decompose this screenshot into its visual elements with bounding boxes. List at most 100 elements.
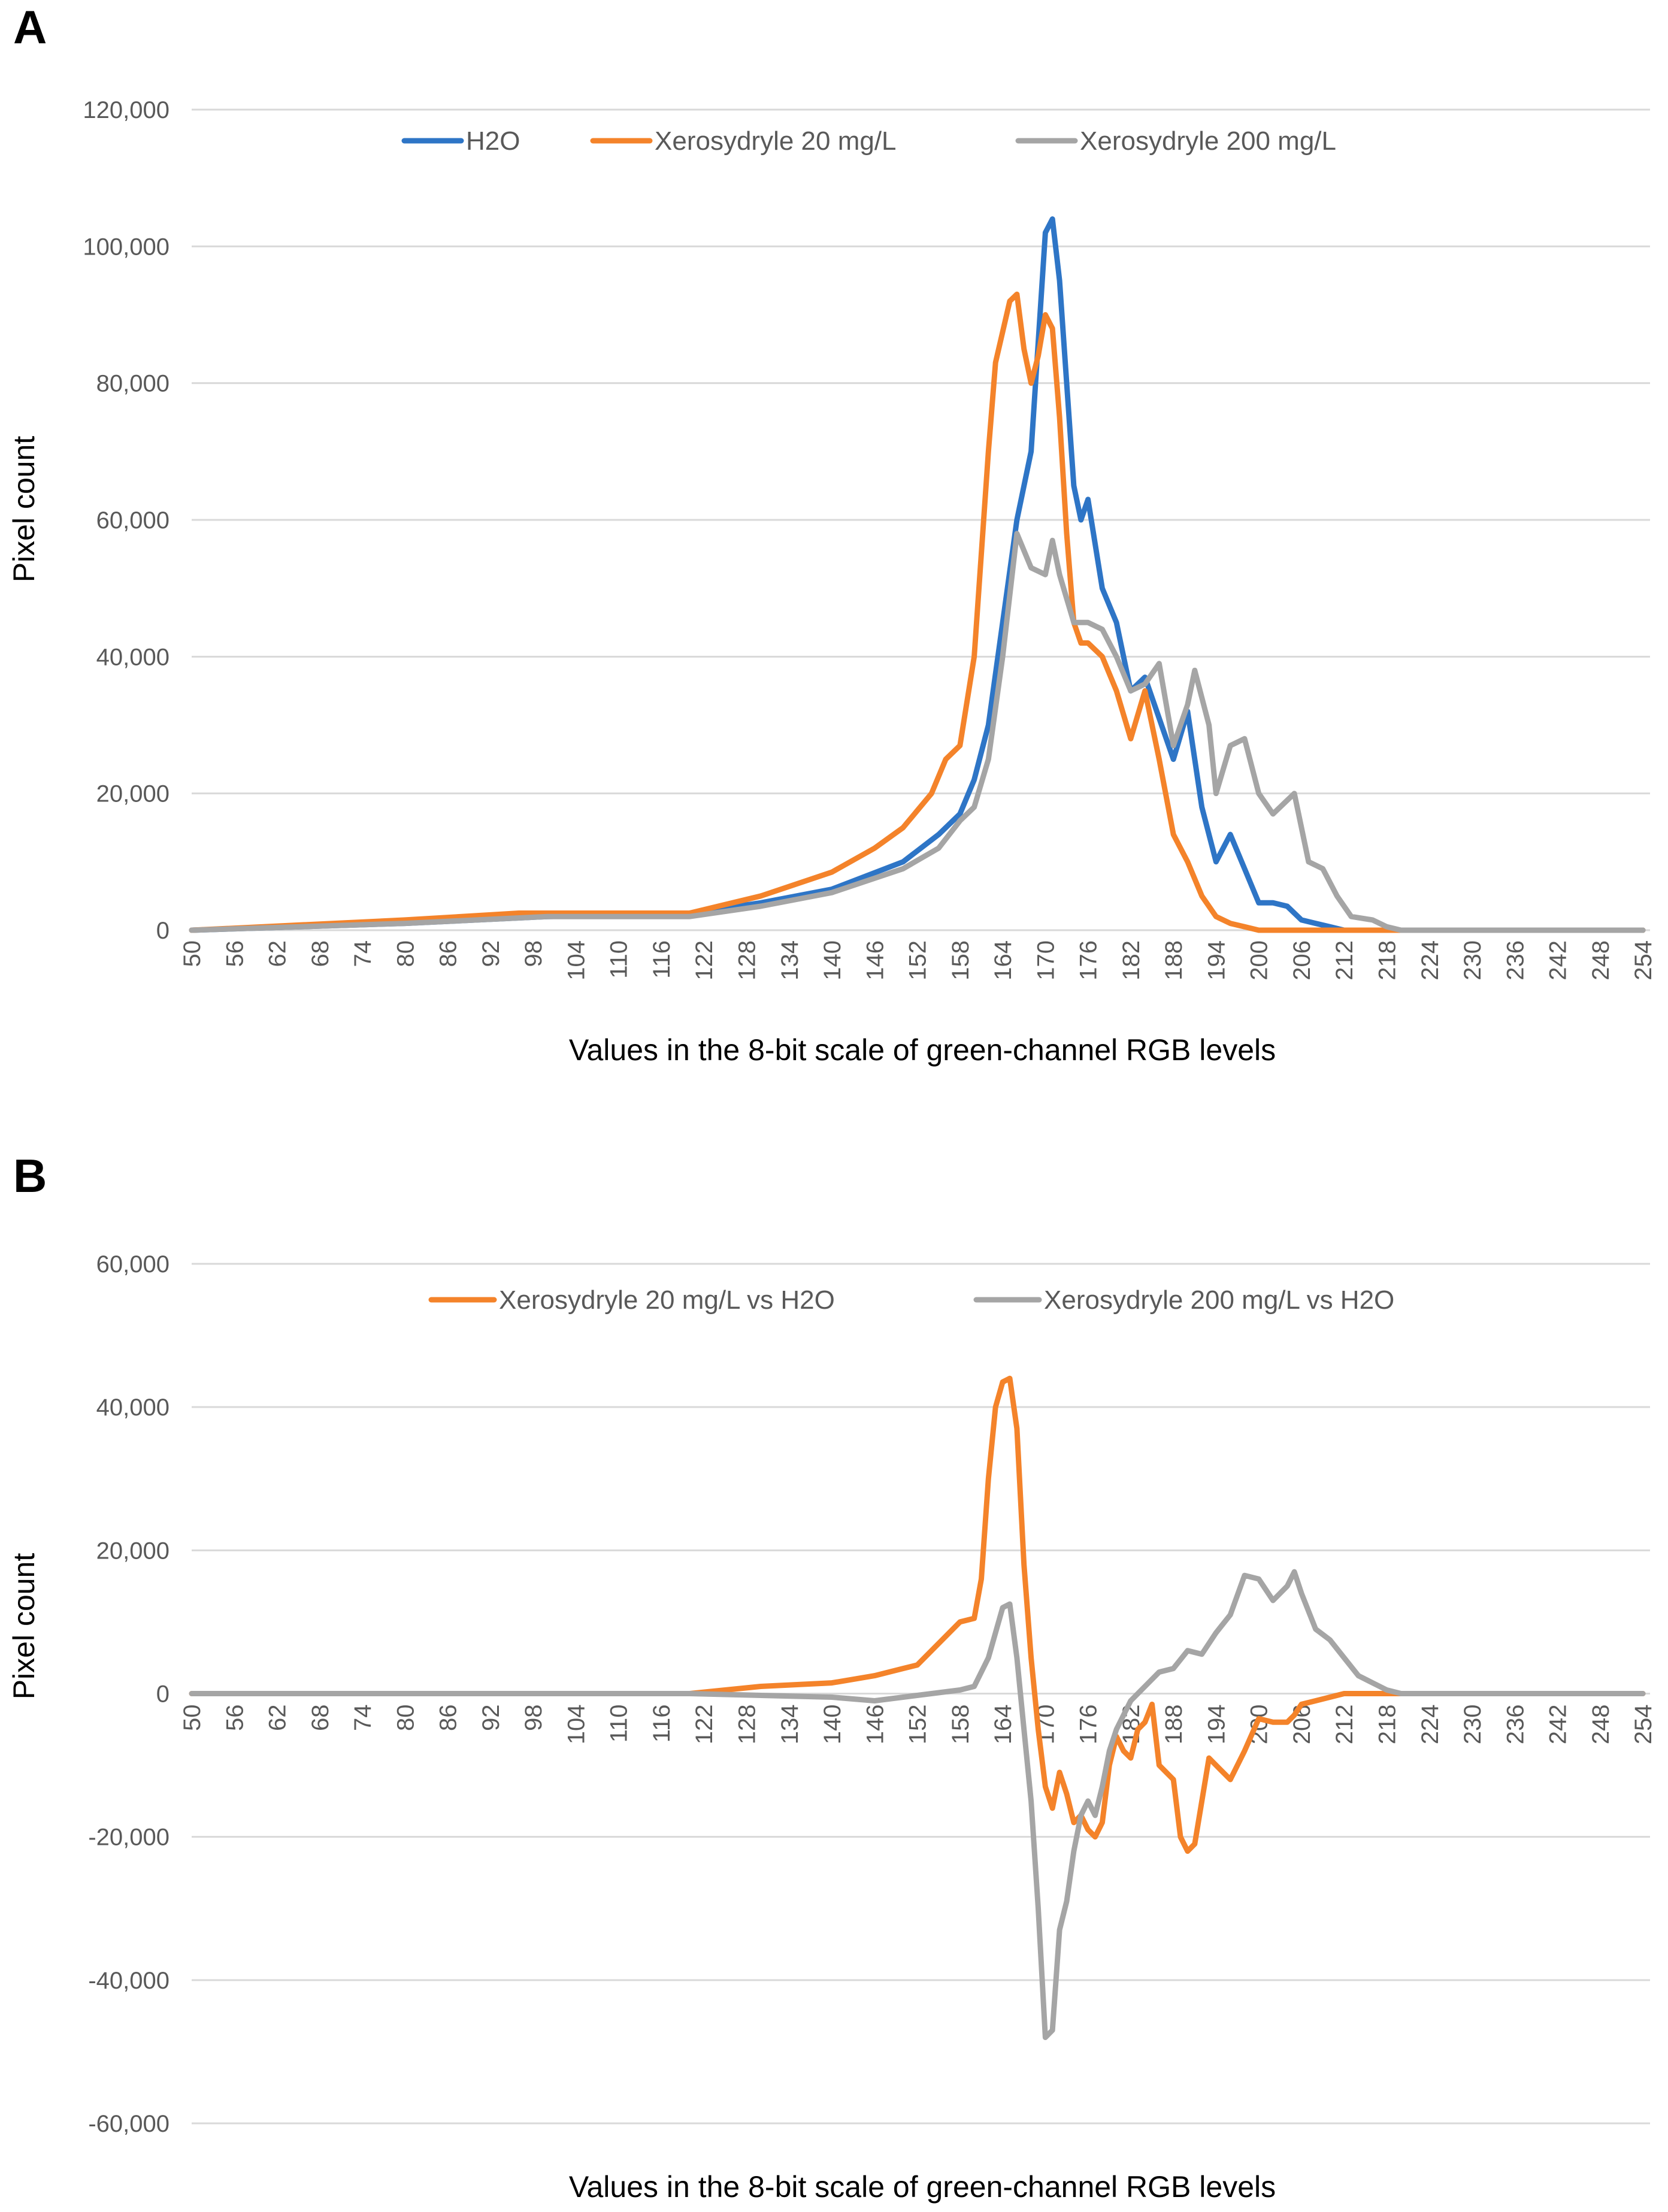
x-tick-label: 86 [435,1705,462,1732]
legend: H2O Xerosydryle 20 mg/L Xerosydryle 200 mg… [401,126,1336,156]
x-tick-label: 212 [1331,1705,1358,1745]
x-tick-label: 152 [905,940,931,981]
x-tick-label: 80 [392,940,419,967]
x-tick-label: 164 [990,1705,1016,1745]
x-tick-label: 122 [691,1705,718,1745]
series-lines [189,216,1646,933]
x-tick-label: 80 [392,1705,419,1732]
x-tick-label: 128 [734,940,760,981]
x-tick-label: 74 [350,940,376,967]
y-tick-label: 40,000 [96,1394,169,1421]
y-tick-labels: 0 20,000 40,000 60,000 80,000 100,000 120,000 [83,97,169,944]
y-tick-label: -40,000 [88,1968,169,1994]
y-tick-label: 60,000 [96,507,169,534]
x-tick-label: 56 [222,940,248,967]
x-tick-label: 104 [563,1705,589,1745]
x-tick-label: 116 [649,940,675,979]
y-tick-label: 20,000 [96,1538,169,1564]
x-tick-label: 98 [520,940,547,967]
legend-entry-xerosydryle-20-mg-l-vs-h2o: Xerosydryle 20 mg/L vs H2O [499,1285,835,1315]
x-tick-label: 110 [606,940,632,979]
x-tick-label: 158 [947,1705,974,1745]
x-axis-title: Values in the 8-bit scale of green-chann… [569,1033,1276,1067]
y-tick-label: 60,000 [96,1251,169,1278]
x-tick-label: 92 [478,940,504,967]
x-tick-label: 254 [1630,1705,1657,1745]
x-tick-label: 230 [1460,1705,1486,1745]
x-tick-label: 164 [990,940,1016,981]
series-line-h2o [189,216,1646,933]
legend-entry-xerosydryle-20-mg-l: Xerosydryle 20 mg/L [655,126,897,156]
x-tick-label: 224 [1417,1705,1443,1745]
x-tick-label: 104 [563,940,589,981]
x-tick-label: 200 [1246,940,1273,981]
y-tick-label: -60,000 [88,2111,169,2137]
x-tick-label: 146 [862,940,888,981]
x-tick-label: 50 [179,940,205,967]
x-tick-label: 62 [265,1705,291,1732]
x-tick-label: 242 [1545,1705,1572,1745]
y-tick-label: 120,000 [83,97,169,123]
y-tick-label: 80,000 [96,371,169,397]
x-tick-label: 242 [1545,940,1572,981]
x-tick-label: 236 [1502,1705,1528,1745]
series-line-xerosydryle-200-mg-l [189,531,1646,933]
x-tick-label: 206 [1289,940,1315,981]
x-tick-label: 146 [862,1705,888,1745]
x-tick-label: 140 [819,1705,846,1745]
x-tick-label: 182 [1118,940,1145,981]
x-tick-label: 194 [1203,940,1230,981]
panel-a-letter: A [13,1,47,53]
y-tick-label: 100,000 [83,234,169,260]
x-tick-label: 170 [1033,940,1059,981]
x-tick-label: 206 [1289,1705,1315,1745]
y-tick-labels: -60,000 -40,000 -20,000 0 20,000 40,000 60,000 [88,1251,169,2137]
x-tick-label: 116 [649,1705,675,1743]
y-axis-title: Pixel count [7,1553,41,1700]
legend-entry-h2o: H2O [466,126,520,156]
x-tick-label: 230 [1460,940,1486,981]
x-tick-label: 248 [1588,1705,1614,1745]
x-tick-label: 74 [350,1705,376,1732]
x-tick-label: 86 [435,940,462,967]
x-tick-label: 218 [1375,1705,1401,1745]
x-tick-label: 134 [777,940,803,981]
x-tick-label: 140 [819,940,846,981]
x-tick-label: 128 [734,1705,760,1745]
y-tick-label: -20,000 [88,1824,169,1851]
x-tick-label: 122 [691,940,718,981]
series-line-xerosydryle-20-mg-l-vs-h2o [189,1375,1646,1854]
legend-entry-xerosydryle-200-mg-l-vs-h2o: Xerosydryle 200 mg/L vs H2O [1044,1285,1394,1315]
x-tick-labels: 50 56 62 68 74 80 86 92 98 104 110 116 122 128 134 140 1… [179,1705,1657,1745]
x-tick-label: 224 [1417,940,1443,981]
x-tick-label: 110 [606,1705,632,1743]
x-tick-label: 56 [222,1705,248,1732]
x-tick-label: 254 [1630,940,1657,981]
x-tick-label: 158 [947,940,974,981]
x-tick-label: 176 [1076,1705,1102,1745]
y-tick-label: 40,000 [96,644,169,670]
chart-panel-a: 020,00040,00060,00080,000100,000120,000 … [7,97,1657,1067]
x-tick-label: 68 [307,1705,334,1732]
x-tick-label: 152 [905,1705,931,1745]
legend: Xerosydryle 20 mg/L vs H2O Xerosydryle 20… [428,1285,1394,1315]
series-line-xerosydryle-200-mg-l-vs-h2o [189,1569,1646,2040]
series-line-xerosydryle-20-mg-l [189,291,1646,933]
x-tick-label: 236 [1502,940,1528,981]
chart-panel-b: -60,000 -40,000 -20,000 0 20,000 40,000 60,000… [7,1251,1657,2204]
x-tick-label: 188 [1161,940,1187,981]
x-tick-label: 176 [1076,940,1102,981]
x-tick-label: 68 [307,940,334,967]
x-tick-label: 62 [265,940,291,967]
x-tick-label: 50 [179,1705,205,1732]
x-tick-label: 212 [1331,940,1358,981]
x-tick-label: 248 [1588,940,1614,981]
y-gridlines [192,108,1650,931]
x-tick-label: 194 [1203,1705,1230,1745]
x-tick-label: 98 [520,1705,547,1732]
x-tick-label: 134 [777,1705,803,1745]
panel-b-letter: B [13,1149,47,1202]
y-tick-label: 0 [156,918,169,944]
legend-entry-xerosydryle-200-mg-l: Xerosydryle 200 mg/L [1080,126,1336,156]
